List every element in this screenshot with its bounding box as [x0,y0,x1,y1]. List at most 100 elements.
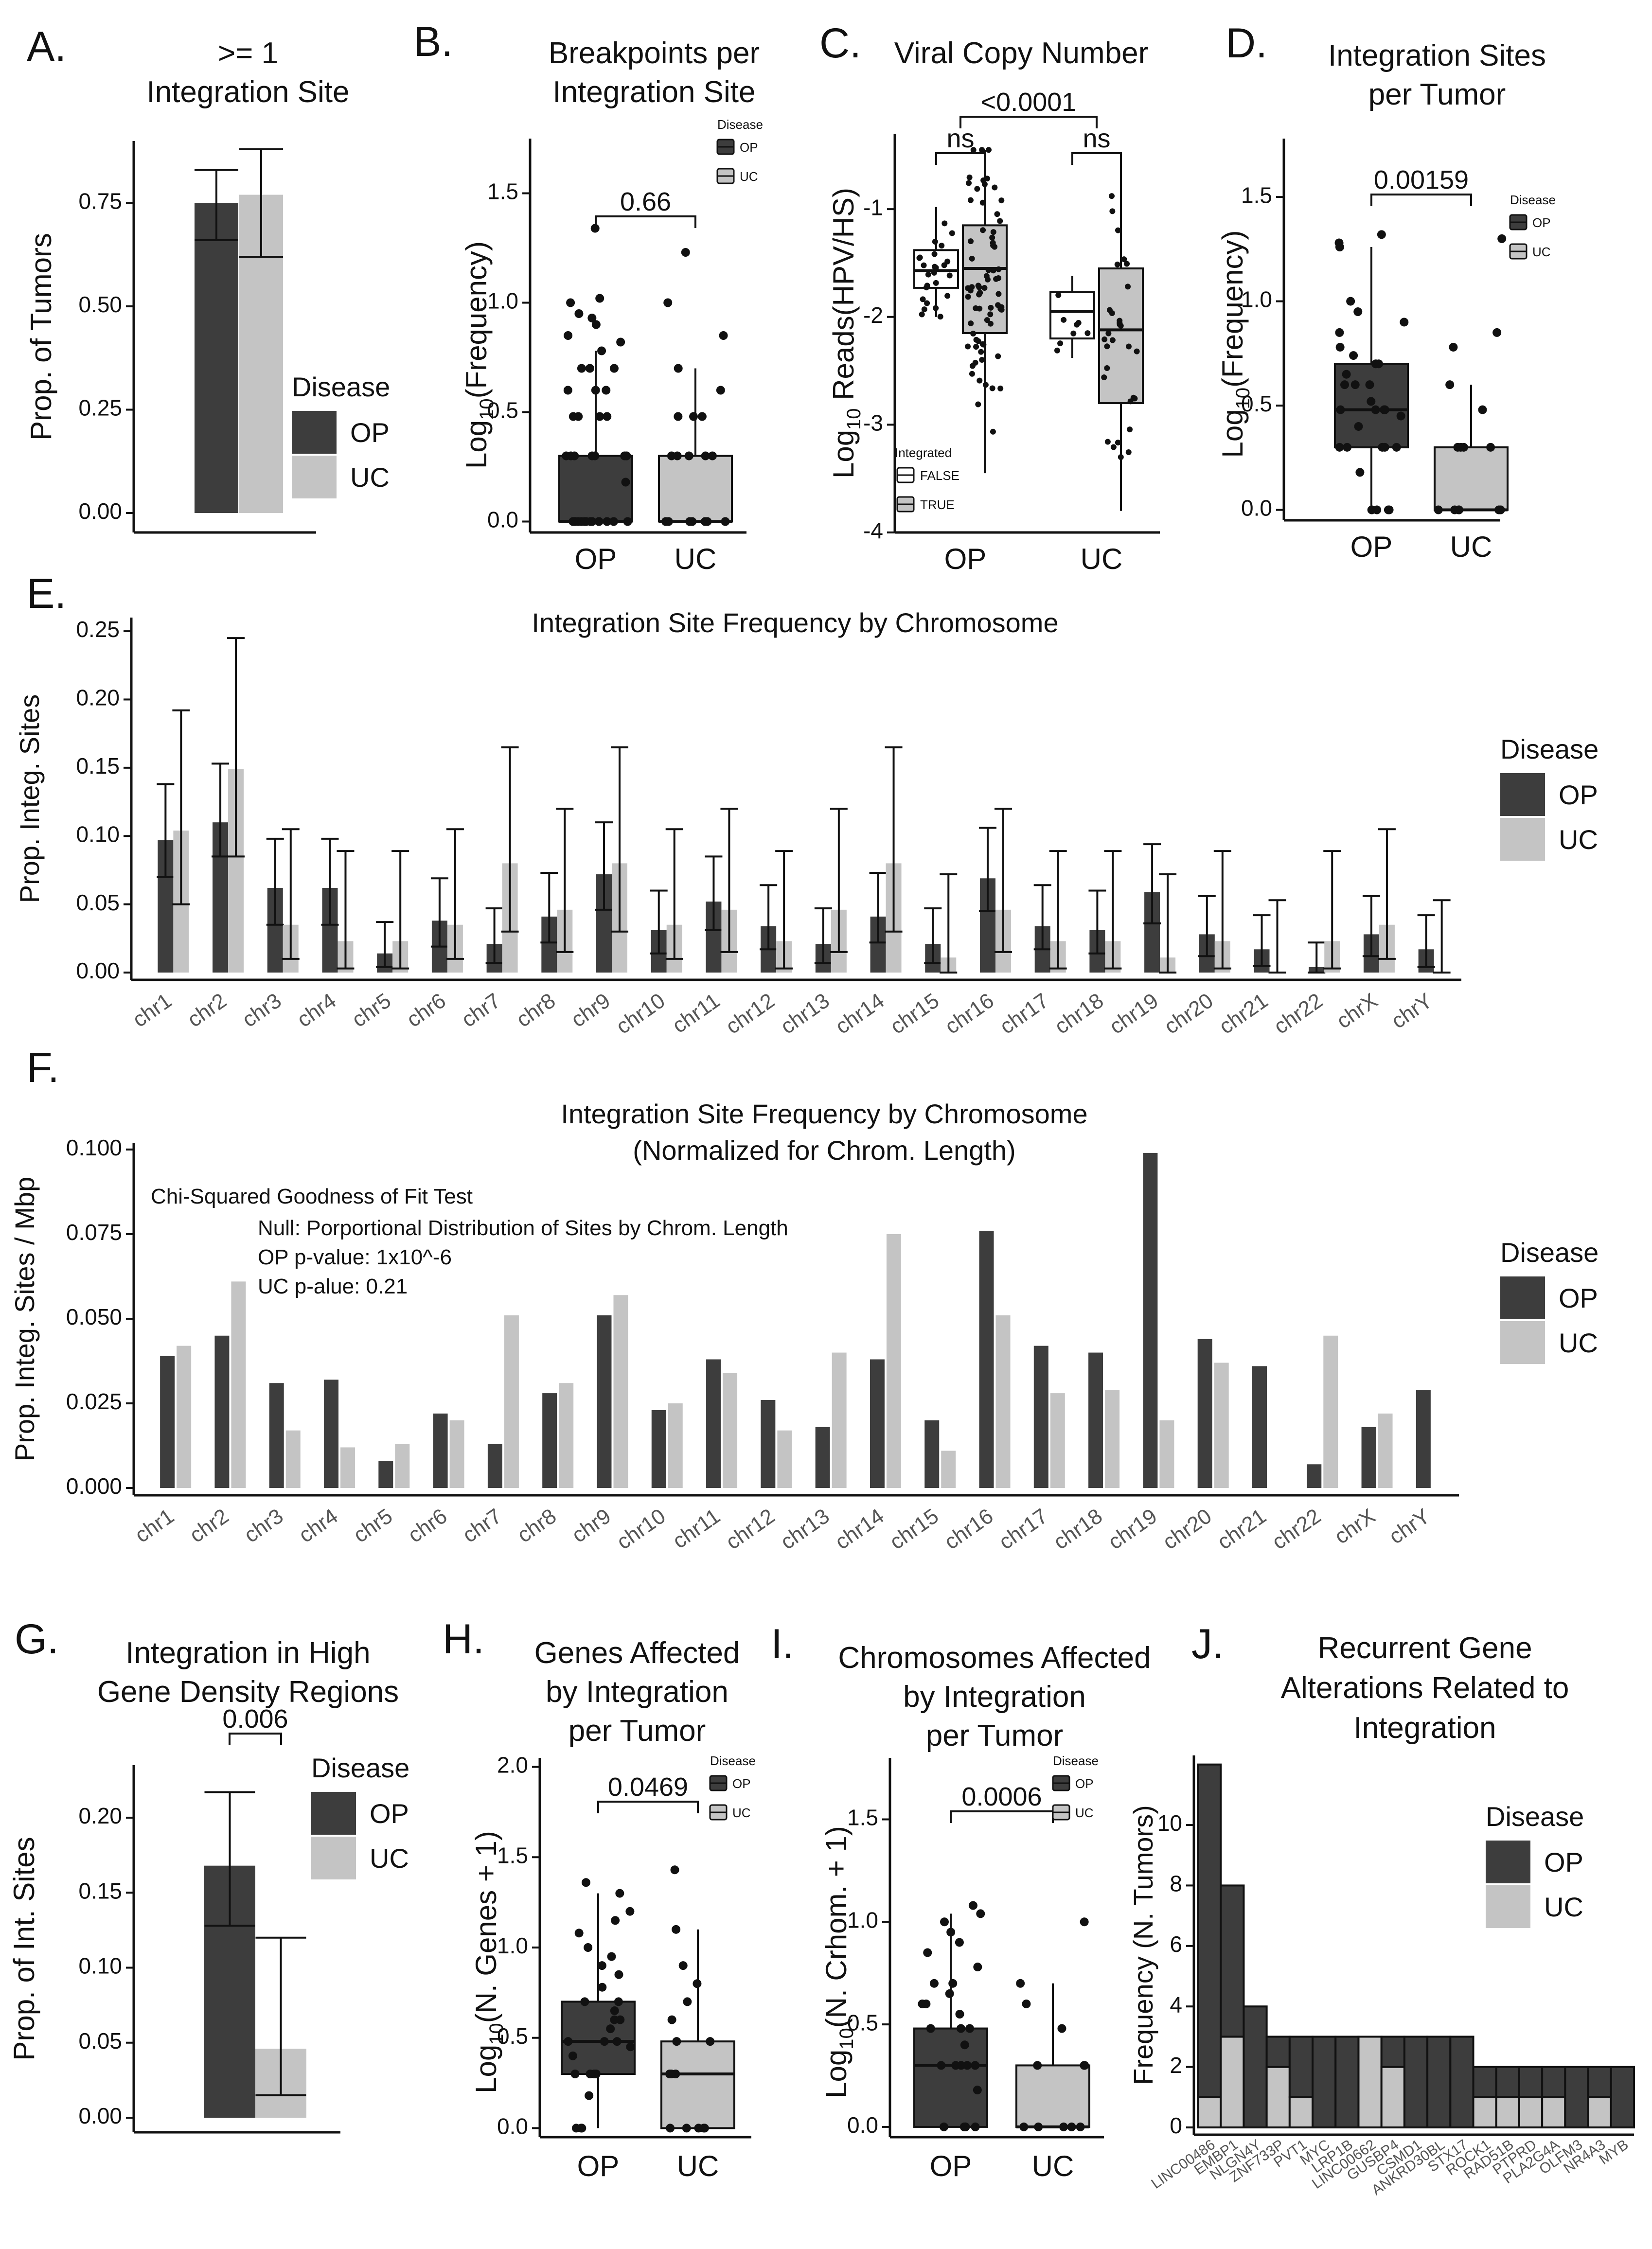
data-point [577,364,586,373]
data-point [941,220,948,227]
bar-op [979,1230,994,1488]
data-point [1335,243,1344,252]
bar-uc [1220,2036,1245,2128]
y-tick-label: 0.0 [487,507,518,532]
data-point [587,517,597,526]
x-tick-label: OP [1350,531,1393,563]
bar-op [1472,2066,1497,2098]
data-point [944,258,951,265]
bar-op [1564,2066,1589,2129]
data-point [609,364,619,373]
data-point [1335,443,1344,452]
data-point [1353,307,1363,317]
data-point [1134,348,1140,354]
bar-uc [1265,2066,1291,2129]
y-tick-label: 1.0 [487,288,518,314]
y-tick-label: 0.000 [66,1473,122,1499]
bar-op [1334,2036,1360,2128]
data-point [968,1901,977,1910]
y-tick-label: 0 [1170,2113,1182,2138]
bar-op [870,1359,885,1488]
bar-uc [340,1447,355,1488]
data-point [1115,440,1121,446]
x-tick-label: chr9 [568,1504,615,1547]
p-value-label: 0.66 [620,187,671,216]
bar-uc [777,1430,792,1488]
bar-op [269,1383,284,1488]
legend-title: Disease [717,117,763,132]
x-tick-label: chr21 [1215,989,1272,1039]
data-point [981,285,988,291]
x-tick-label: UC [1032,2150,1074,2182]
x-tick-label: chr22 [1268,1504,1325,1554]
data-point [976,291,982,298]
data-point [994,211,1000,217]
legend-title: Disease [1486,1801,1584,1832]
data-point [1385,505,1394,514]
bar-uc [995,1315,1011,1488]
data-point [975,401,981,407]
x-tick-label: chr8 [512,989,560,1032]
bar-uc [1378,1413,1393,1488]
y-tick-label: 0.5 [1241,391,1272,416]
data-point [975,283,981,289]
bar-uc [668,1403,683,1488]
x-tick-label: chr5 [349,1504,397,1547]
data-point [1110,444,1117,450]
y-tick-label: 8 [1170,1871,1182,1896]
bar-uc [1518,2096,1544,2128]
legend-swatch-op [1486,1841,1530,1883]
data-point [1335,328,1344,337]
data-point [595,412,604,421]
y-tick-label: 0.075 [66,1220,122,1245]
data-point [969,363,976,369]
y-tick-label: 0.0 [847,2112,878,2138]
data-point [584,1943,593,1952]
panel-letter: F. [27,1045,59,1091]
data-point [969,371,975,377]
bar-uc [504,1315,519,1488]
y-axis-label: Prop. of Int. Sites [8,1837,40,2060]
data-point [1354,422,1363,431]
data-point [960,2040,969,2050]
x-tick-label: chrX [1332,989,1382,1033]
data-point [681,248,690,257]
y-tick-label: -3 [863,410,883,436]
data-point [932,239,938,245]
legend-swatch-op [1500,1276,1545,1319]
data-point [931,251,938,257]
data-point [570,2070,580,2078]
y-tick-label: 0.20 [76,685,120,710]
chart-title: Integration [1354,1711,1496,1745]
y-tick-label: 0.0 [497,2114,528,2139]
data-point [959,2122,969,2131]
y-tick-label: 2.0 [497,1753,528,1778]
y-tick-label: 0.15 [76,753,120,779]
data-point [694,2124,703,2133]
legend-title: Disease [710,1753,756,1768]
data-point [597,346,606,355]
data-point [1118,322,1124,329]
y-axis-label: Prop. Integ. Sites [14,694,45,903]
x-tick-label: chr12 [722,989,779,1039]
legend-label: OP [1075,1776,1094,1791]
x-tick-label: chr3 [238,989,285,1032]
y-tick-label: 1.0 [497,1933,528,1958]
data-point [568,412,578,421]
bar-uc [1159,1420,1174,1488]
data-point [975,338,981,344]
legend-swatch-uc [1500,1321,1545,1364]
legend-title: Disease [1500,1237,1599,1268]
y-tick-label: 0.25 [76,617,120,642]
data-point [1084,330,1091,336]
bar-uc [1495,2096,1520,2128]
data-point [919,311,925,318]
x-tick-label: chr11 [668,1504,725,1553]
data-point [1118,454,1124,460]
data-point [985,147,992,153]
data-point [1022,1999,1031,2008]
bar-op [1587,2066,1612,2098]
data-point [971,2061,980,2070]
data-point [1057,340,1064,347]
y-tick-label: 0.10 [76,821,120,847]
